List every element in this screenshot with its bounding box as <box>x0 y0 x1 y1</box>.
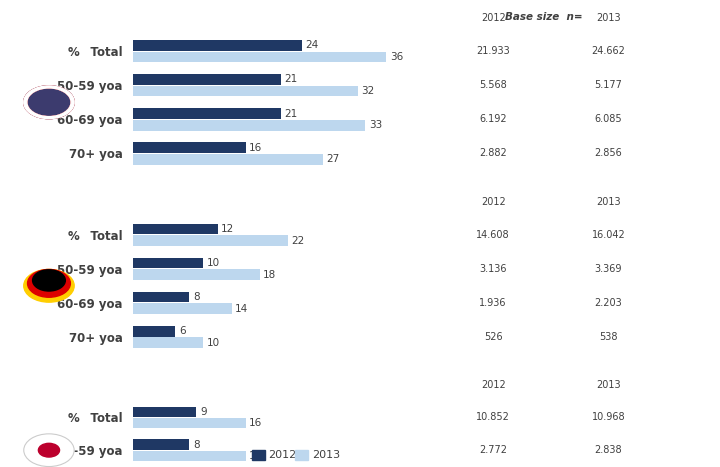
Text: 9: 9 <box>200 407 207 417</box>
Text: 3.136: 3.136 <box>480 264 507 274</box>
Text: 2.856: 2.856 <box>595 149 622 158</box>
Text: 24.662: 24.662 <box>591 46 626 56</box>
Text: 2.838: 2.838 <box>595 445 622 455</box>
Text: 5.568: 5.568 <box>480 80 507 90</box>
Text: 8: 8 <box>193 439 199 450</box>
Text: 6.085: 6.085 <box>595 114 622 124</box>
Text: 2013: 2013 <box>596 14 621 23</box>
Text: 2.772: 2.772 <box>480 445 507 455</box>
Text: 16: 16 <box>249 451 262 461</box>
Text: 526: 526 <box>484 332 503 342</box>
Text: 16: 16 <box>249 142 262 153</box>
Text: 2013: 2013 <box>596 197 621 207</box>
Bar <box>133 337 204 348</box>
Bar <box>133 407 197 417</box>
Text: 8: 8 <box>193 292 199 302</box>
Text: 24: 24 <box>305 41 319 50</box>
Text: 18: 18 <box>264 269 276 280</box>
Text: 22: 22 <box>292 235 305 246</box>
Bar <box>133 154 323 164</box>
Text: 36: 36 <box>390 52 403 62</box>
Text: 538: 538 <box>599 332 618 342</box>
Bar <box>133 258 204 269</box>
Bar <box>133 224 217 234</box>
Text: 2.882: 2.882 <box>480 149 507 158</box>
Text: 2012: 2012 <box>481 197 505 207</box>
Bar <box>133 439 189 450</box>
Text: 21: 21 <box>284 108 297 119</box>
Text: 21: 21 <box>284 74 297 85</box>
Text: 2012: 2012 <box>269 450 297 460</box>
Text: 5.177: 5.177 <box>595 80 622 90</box>
Text: 2012: 2012 <box>481 381 505 390</box>
Text: 33: 33 <box>369 120 382 130</box>
Text: 14.608: 14.608 <box>477 230 510 240</box>
Text: 6.192: 6.192 <box>480 114 507 124</box>
Text: 10.852: 10.852 <box>476 412 510 422</box>
Text: 2012: 2012 <box>481 14 505 23</box>
Bar <box>133 120 365 130</box>
Text: 10.968: 10.968 <box>592 412 625 422</box>
Text: 2.203: 2.203 <box>595 298 622 308</box>
Text: 10: 10 <box>207 258 220 268</box>
Text: 32: 32 <box>361 86 375 96</box>
Text: 27: 27 <box>326 154 340 164</box>
Text: 16: 16 <box>249 418 262 428</box>
Text: 14: 14 <box>235 304 248 314</box>
Text: 10: 10 <box>207 338 220 347</box>
Bar <box>133 417 246 428</box>
Bar <box>133 85 358 97</box>
Text: 1.936: 1.936 <box>480 298 507 308</box>
Bar <box>133 291 189 303</box>
Bar <box>133 142 246 153</box>
Bar <box>133 51 386 63</box>
Text: 12: 12 <box>221 224 234 234</box>
Bar <box>133 40 302 51</box>
Bar <box>133 74 281 85</box>
Text: 3.369: 3.369 <box>595 264 622 274</box>
Bar <box>133 451 246 461</box>
Text: 2013: 2013 <box>312 450 340 460</box>
Text: 6: 6 <box>179 326 186 336</box>
Text: 2013: 2013 <box>596 381 621 390</box>
Bar <box>133 303 232 314</box>
Text: 21.933: 21.933 <box>477 46 510 56</box>
Bar <box>133 108 281 119</box>
Text: Base size  n=: Base size n= <box>505 12 582 21</box>
Bar <box>133 235 288 246</box>
Bar <box>133 325 176 337</box>
Bar <box>133 269 260 280</box>
Text: 16.042: 16.042 <box>592 230 625 240</box>
